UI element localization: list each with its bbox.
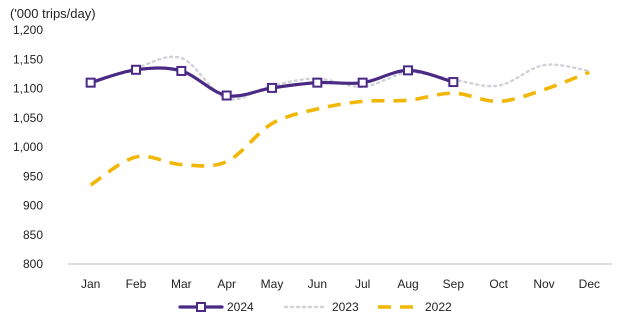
legend: 2024 2023 2022	[178, 300, 452, 314]
data-point-2024	[312, 77, 323, 88]
legend-item-2022: 2022	[378, 300, 452, 314]
data-point-2024	[131, 64, 141, 75]
y-axis-unit-label: ('000 trips/day)	[10, 6, 96, 21]
x-tick-label: Jun	[308, 277, 327, 291]
series-line-2022	[89, 70, 590, 187]
series-layer	[85, 55, 591, 187]
x-tick-label: Dec	[579, 277, 600, 291]
y-tick-label: 1,200	[13, 23, 43, 37]
data-point-2024	[403, 65, 413, 76]
y-tick-label: 900	[23, 199, 43, 213]
data-point-2024	[176, 65, 187, 76]
legend-item-2024: 2024	[178, 300, 254, 314]
axes: 800 850 900 950 1,000 1,050 1,100 1,150 1,200 Jan…	[13, 23, 612, 291]
y-tick-label: 1,150	[13, 52, 43, 66]
y-tick-label: 800	[23, 257, 43, 271]
x-tick-label: Mar	[171, 277, 192, 291]
x-tick-label: May	[261, 277, 284, 291]
data-point-2024	[267, 82, 277, 93]
data-point-2024	[85, 77, 96, 88]
y-tick-label: 1,000	[13, 140, 43, 154]
y-tick-label: 1,050	[13, 111, 43, 125]
x-tick-label: Jan	[81, 277, 100, 291]
data-point-2024	[221, 90, 232, 101]
data-point-2024	[448, 77, 459, 88]
x-tick-label: Jul	[355, 277, 370, 291]
legend-marker-2024	[196, 302, 206, 312]
legend-label-2024: 2024	[227, 300, 254, 314]
x-tick-label: Apr	[217, 277, 236, 291]
y-tick-label: 950	[23, 169, 43, 183]
y-tick-label: 850	[23, 228, 43, 242]
x-tick-label: Aug	[397, 277, 418, 291]
legend-label-2023: 2023	[332, 300, 359, 314]
x-tick-label: Oct	[489, 277, 508, 291]
legend-label-2022: 2022	[425, 300, 452, 314]
series-line-2023	[89, 55, 591, 101]
legend-item-2023: 2023	[283, 300, 359, 314]
x-tick-label: Feb	[126, 277, 147, 291]
y-tick-label: 1,100	[13, 82, 43, 96]
x-tick-label: Sep	[443, 277, 465, 291]
data-point-2024	[357, 77, 368, 88]
x-tick-label: Nov	[533, 277, 554, 291]
